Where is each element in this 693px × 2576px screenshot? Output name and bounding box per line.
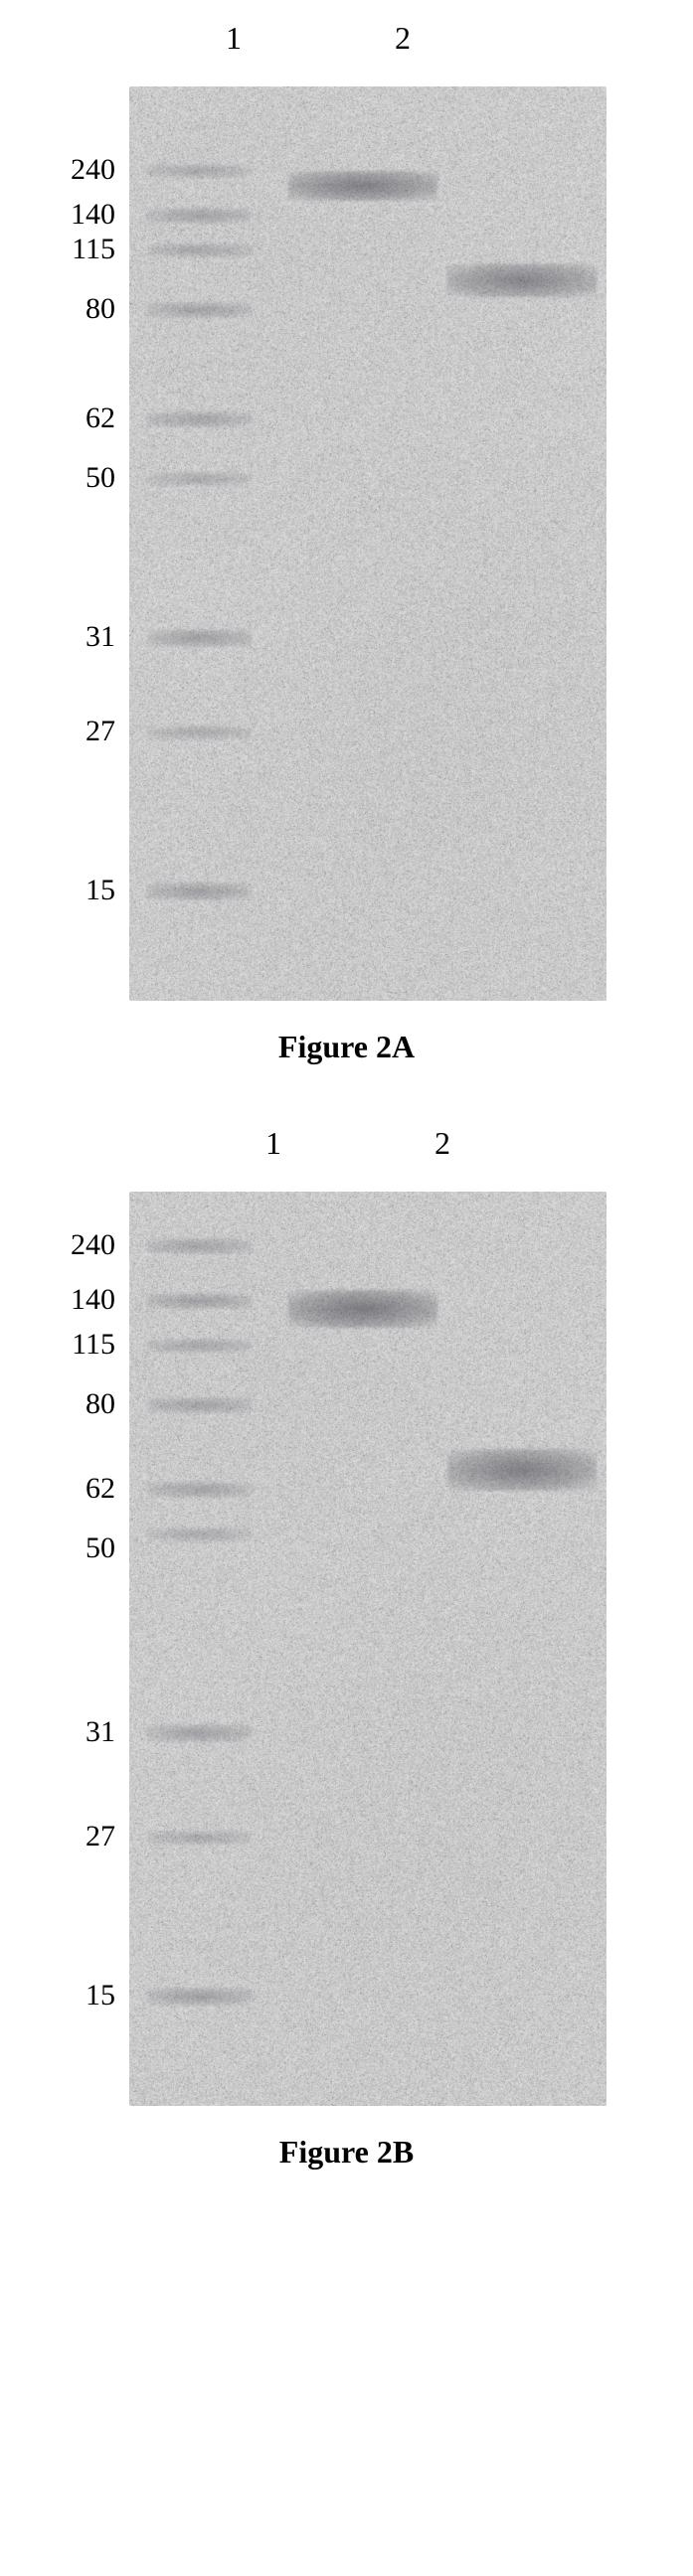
ladder-band <box>147 1528 252 1541</box>
ladder-band <box>147 472 252 486</box>
lane-header: 1 2 <box>40 20 653 57</box>
gel-noise <box>129 1192 606 2106</box>
ladder-band <box>147 1831 252 1845</box>
gel-wrap: 240 140 115 80 62 50 31 27 15 <box>40 1192 653 2106</box>
mw-marker-label: 115 <box>72 233 115 266</box>
mw-marker-label: 15 <box>86 874 115 907</box>
ladder-band <box>147 1724 252 1742</box>
mw-marker-label: 62 <box>86 1472 115 1506</box>
ladder-band <box>147 883 252 900</box>
mw-marker-label: 240 <box>71 1228 115 1262</box>
sample-band-lane-1 <box>288 171 437 201</box>
gel-image <box>129 1192 606 2106</box>
ladder-band <box>147 164 252 178</box>
mw-marker-label: 140 <box>71 1283 115 1317</box>
sample-band-lane-2 <box>447 1449 597 1491</box>
lane-label-1: 1 <box>149 20 318 57</box>
lane-label-2: 2 <box>318 20 487 57</box>
sample-band-lane-2 <box>447 263 597 297</box>
mw-marker-label: 15 <box>86 1979 115 2012</box>
ladder-band <box>147 1293 252 1309</box>
gel-noise <box>129 86 606 1001</box>
mw-marker-label: 27 <box>86 715 115 748</box>
lane-header: 1 2 <box>40 1125 653 1162</box>
mw-marker-label: 62 <box>86 402 115 435</box>
ladder-band <box>147 302 252 318</box>
mw-marker-label: 27 <box>86 1820 115 1853</box>
figure-caption: Figure 2A <box>40 1029 653 1065</box>
ladder-band <box>147 1238 252 1254</box>
ladder-band <box>147 243 252 257</box>
mw-marker-label: 50 <box>86 1531 115 1565</box>
mw-marker-label: 31 <box>86 620 115 654</box>
sample-band-lane-1 <box>288 1290 437 1328</box>
ladder-band <box>147 1988 252 2006</box>
mw-labels: 240 140115 80 62 50 31 27 15 <box>40 86 129 1001</box>
mw-marker-label: 240 <box>71 153 115 187</box>
mw-marker-label: 115 <box>72 1328 115 1362</box>
ladder-band <box>147 1482 252 1498</box>
ladder-band <box>147 1397 252 1413</box>
mw-marker-label: 80 <box>86 292 115 326</box>
gel-wrap: 240 140115 80 62 50 31 27 15 <box>40 86 653 1001</box>
gel-image <box>129 86 606 1001</box>
lane-label-1: 1 <box>189 1125 358 1162</box>
mw-labels: 240 140 115 80 62 50 31 27 15 <box>40 1192 129 2106</box>
ladder-band <box>147 725 252 739</box>
figure-2b-block: 1 2 240 140 115 80 62 50 31 27 15 Figure 2B <box>40 1125 653 2171</box>
mw-marker-label: 50 <box>86 461 115 495</box>
figure-caption: Figure 2B <box>40 2134 653 2171</box>
mw-marker-label: 31 <box>86 1715 115 1749</box>
ladder-band <box>147 1339 252 1353</box>
ladder-band <box>147 629 252 647</box>
ladder-band <box>147 208 252 224</box>
mw-marker-label: 140 <box>71 198 115 232</box>
figure-2a-block: 1 2 240 140115 80 62 50 31 27 15 Figure 2A <box>40 20 653 1065</box>
mw-marker-label: 80 <box>86 1387 115 1421</box>
ladder-band <box>147 411 252 427</box>
lane-label-2: 2 <box>358 1125 527 1162</box>
